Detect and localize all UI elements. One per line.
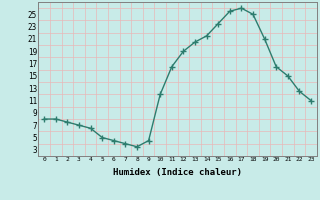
X-axis label: Humidex (Indice chaleur): Humidex (Indice chaleur) bbox=[113, 168, 242, 177]
